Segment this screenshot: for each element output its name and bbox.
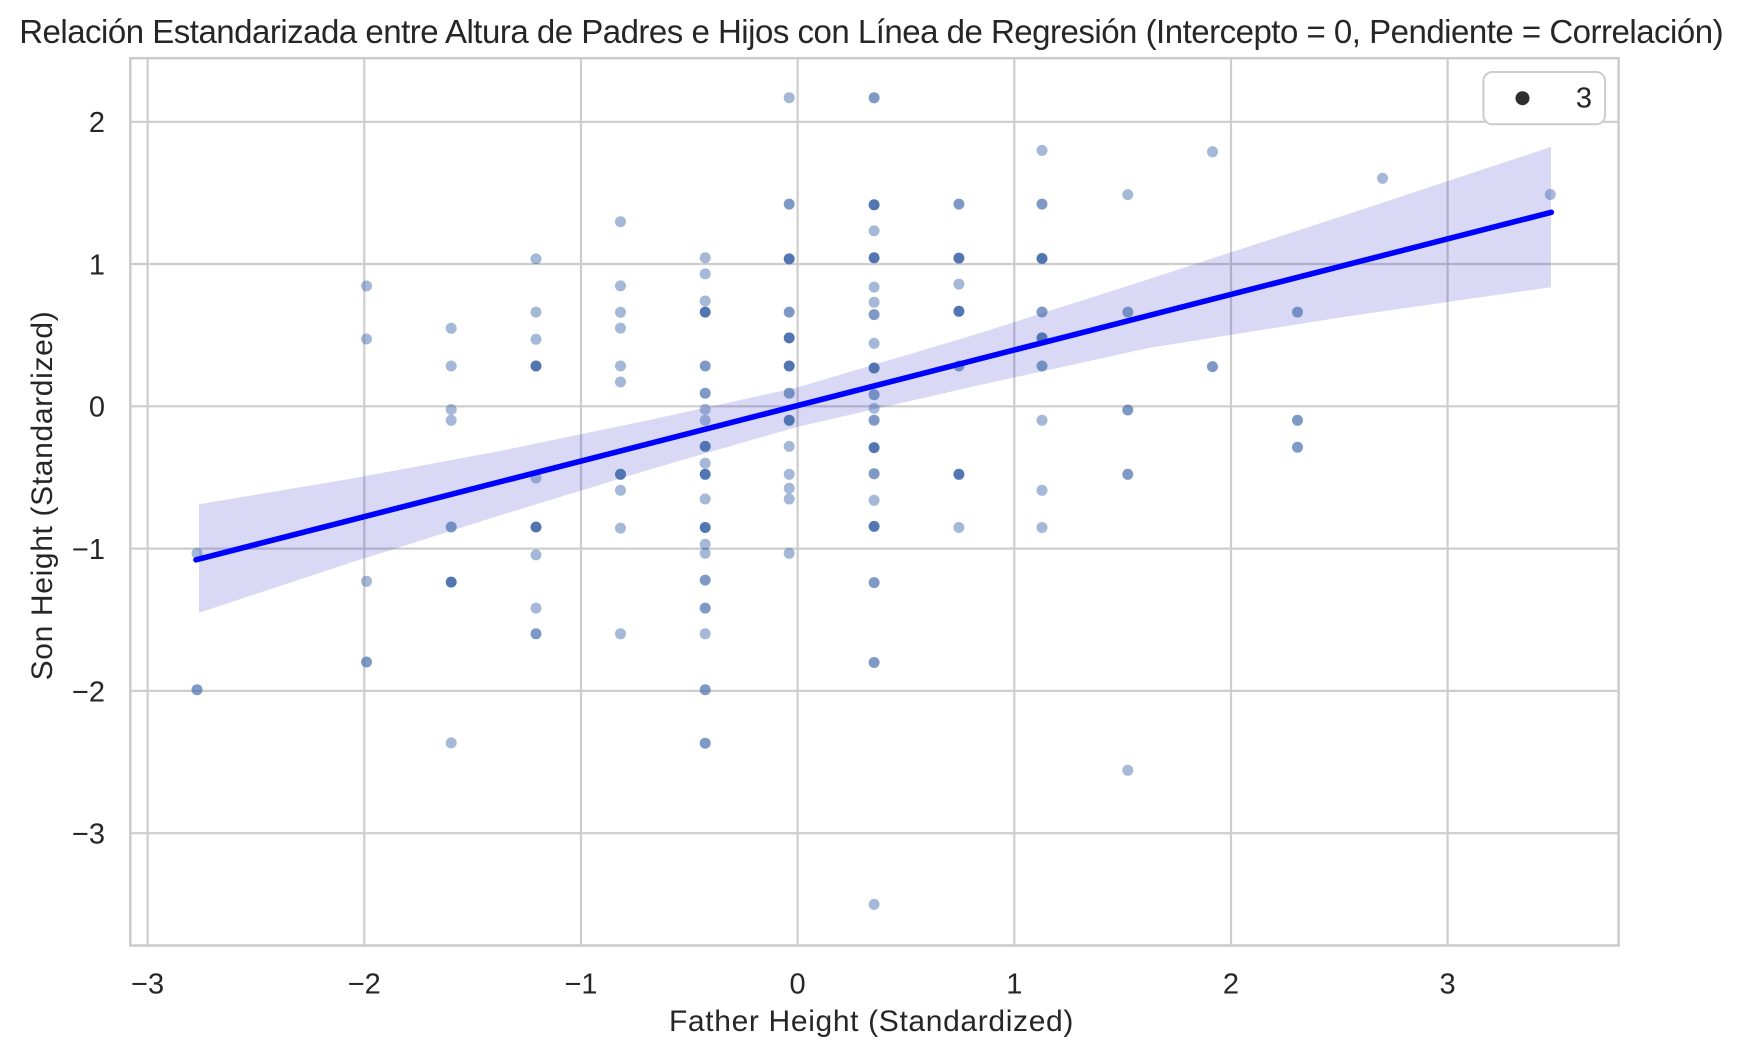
svg-text:−1: −1 [72, 534, 105, 566]
svg-text:−1: −1 [564, 968, 597, 1000]
svg-text:0: 0 [89, 392, 105, 424]
svg-text:0: 0 [790, 968, 806, 1000]
svg-text:Son Height (Standardized): Son Height (Standardized) [26, 311, 59, 681]
svg-text:Relación Estandarizada entre A: Relación Estandarizada entre Altura de P… [19, 13, 1723, 50]
svg-text:3: 3 [1440, 968, 1456, 1000]
svg-text:−2: −2 [348, 968, 381, 1000]
svg-text:Father Height (Standardized): Father Height (Standardized) [669, 1005, 1074, 1038]
svg-text:2: 2 [1223, 968, 1239, 1000]
svg-text:3: 3 [1576, 83, 1592, 115]
svg-text:2: 2 [89, 107, 105, 139]
svg-text:1: 1 [1006, 968, 1022, 1000]
svg-text:1: 1 [89, 249, 105, 281]
svg-text:−2: −2 [72, 676, 105, 708]
svg-text:−3: −3 [131, 968, 164, 1000]
svg-text:−3: −3 [72, 819, 105, 851]
